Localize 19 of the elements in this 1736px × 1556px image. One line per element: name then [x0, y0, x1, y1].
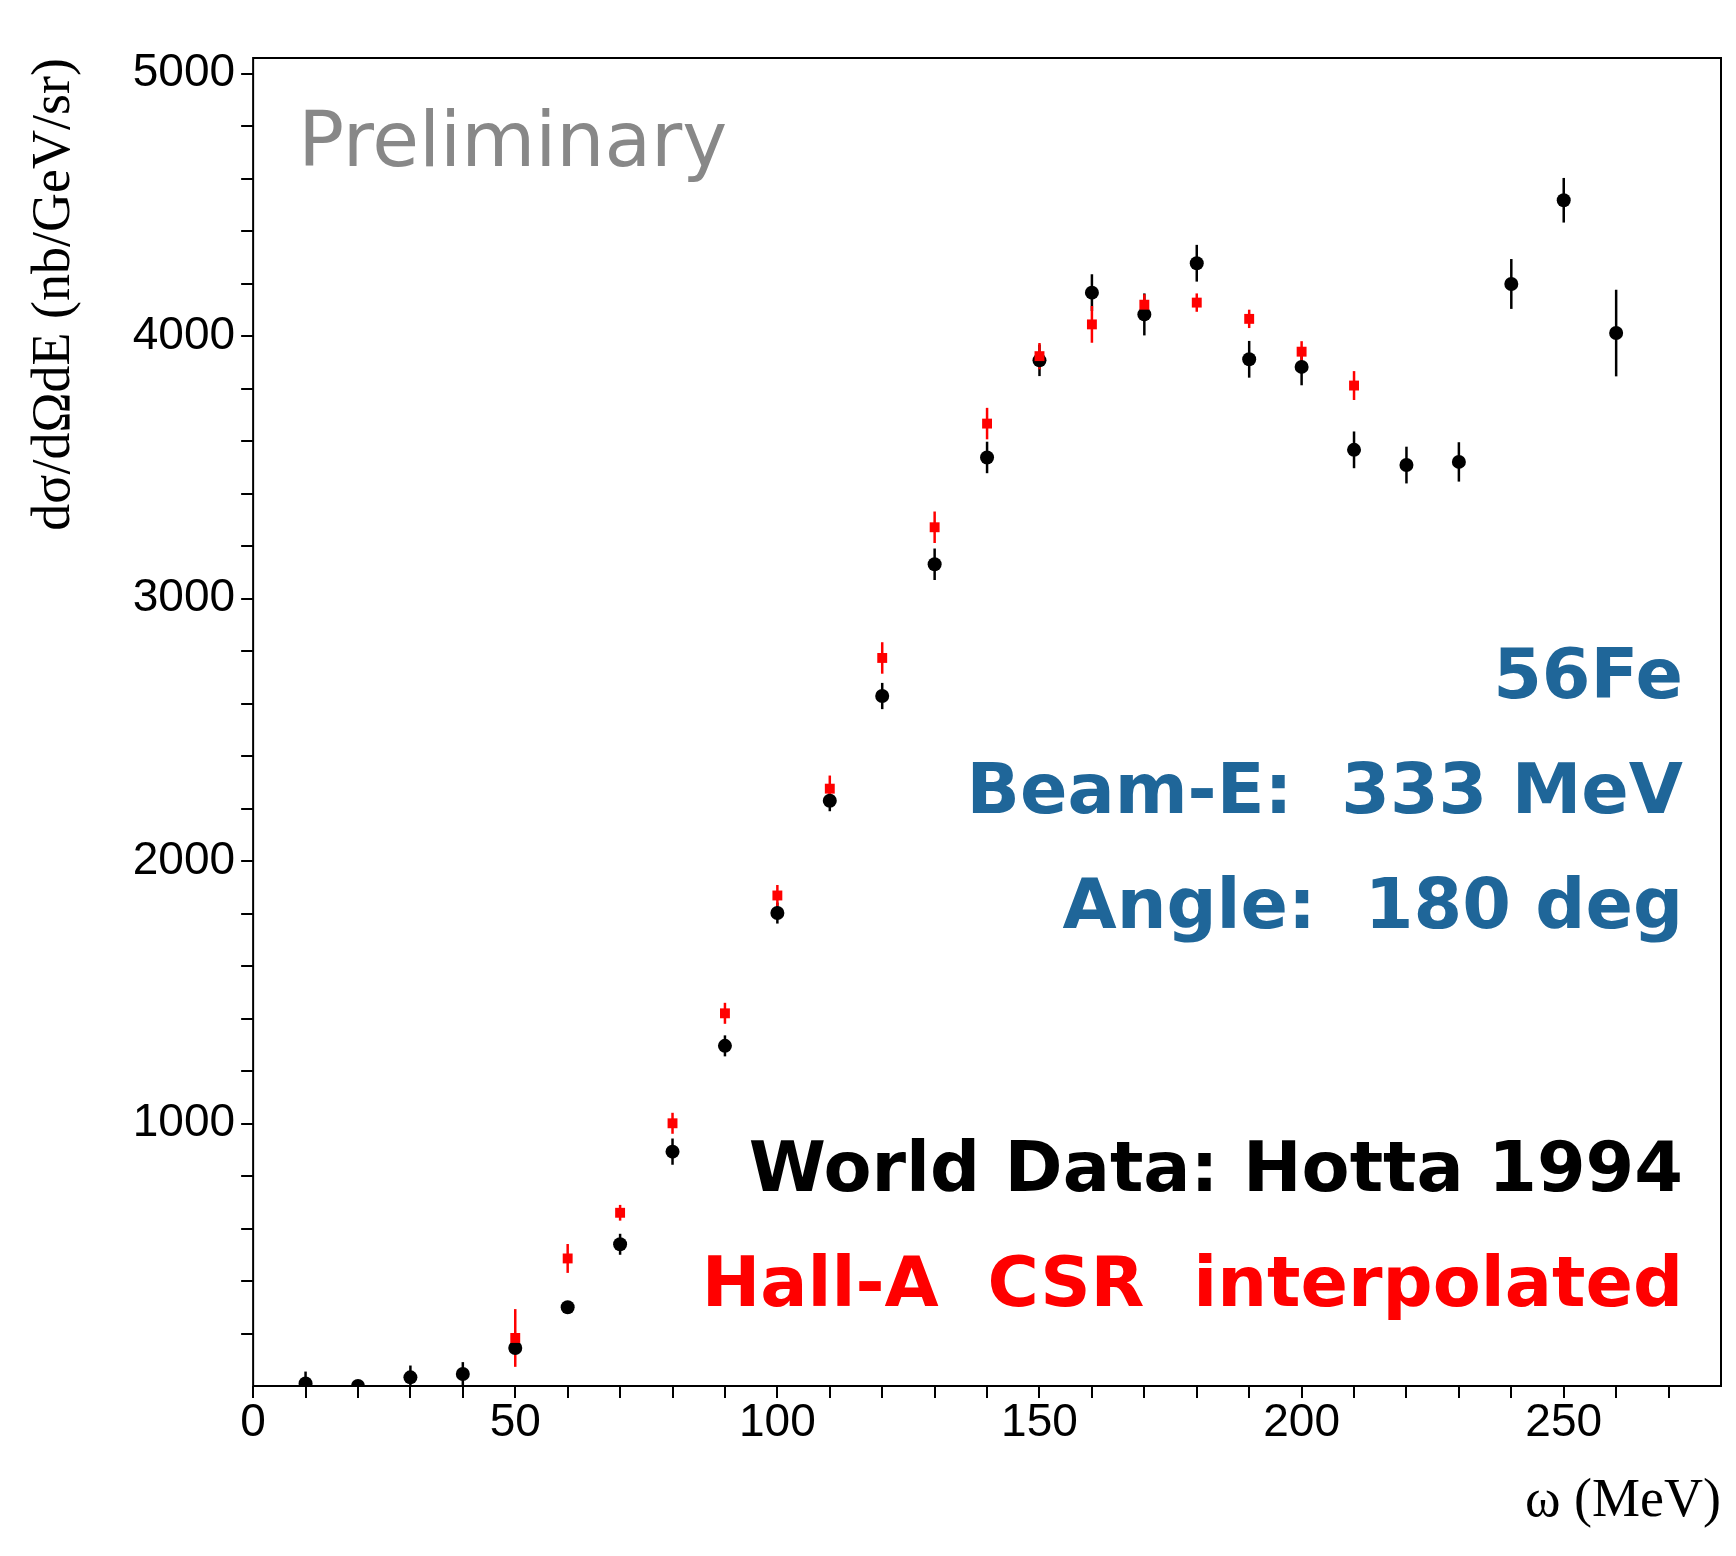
annotation: Angle: 180 deg	[1062, 863, 1683, 945]
annotation: Preliminary	[298, 95, 728, 184]
annotation: 56Fe	[1493, 633, 1683, 715]
x-tick-label: 250	[1525, 1393, 1603, 1446]
y-tick-label: 1000	[132, 1094, 236, 1147]
series-label: Hall-A CSR interpolated	[701, 1241, 1683, 1323]
x-tick-label: 150	[1001, 1393, 1078, 1446]
y-tick-label: 2000	[132, 831, 236, 884]
x-tick-label: 0	[240, 1393, 266, 1446]
x-axis-title: ω (MeV)	[1525, 1467, 1721, 1528]
y-tick-label: 5000	[132, 44, 236, 97]
y-tick-label: 4000	[132, 306, 236, 359]
y-axis-title: dσ/dΩdE (nb/GeV/sr)	[20, 58, 81, 531]
series-label: World Data: Hotta 1994	[748, 1126, 1683, 1208]
x-tick-label: 50	[489, 1393, 541, 1446]
x-tick-label: 200	[1263, 1393, 1340, 1446]
annotation: Beam-E: 333 MeV	[966, 748, 1683, 830]
y-tick-label: 3000	[132, 569, 236, 622]
x-tick-label: 100	[739, 1393, 816, 1446]
